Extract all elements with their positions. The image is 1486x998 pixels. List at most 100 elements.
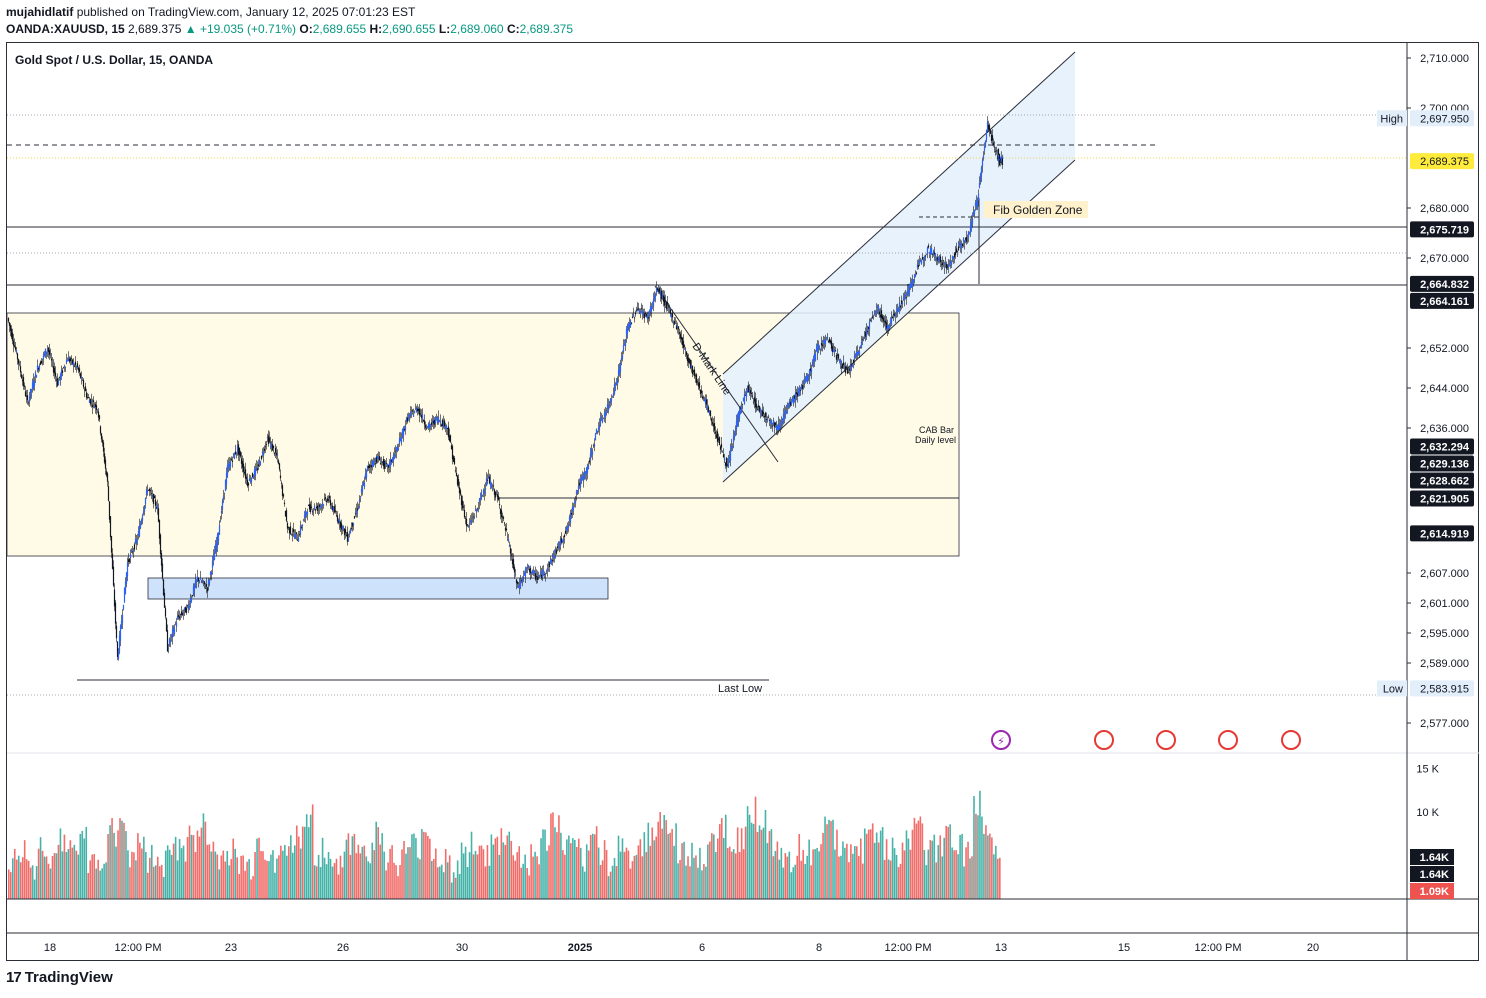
candle-body <box>578 482 581 486</box>
candle-body <box>25 395 28 397</box>
price-axis[interactable]: 2,710.0002,700.0002,680.0002,670.0002,65… <box>1377 53 1474 730</box>
volume-bar <box>166 845 169 899</box>
x-tick-label: 15 <box>1118 942 1130 954</box>
candle-body <box>502 517 505 519</box>
candle-body <box>307 505 310 506</box>
volume-bar <box>532 856 534 899</box>
candle-body <box>551 559 554 562</box>
candle-body <box>265 444 268 445</box>
volume-bar <box>315 866 318 899</box>
candle-body <box>14 346 17 350</box>
volume-bar <box>965 847 967 899</box>
volume-bar <box>168 849 171 899</box>
volume-bar <box>81 830 84 899</box>
us-flag-event-icon[interactable] <box>1218 730 1238 750</box>
volume-bar <box>49 868 52 899</box>
volume-series[interactable] <box>8 790 1001 899</box>
candle-body <box>501 516 504 518</box>
candle-body <box>368 464 371 468</box>
volume-bar <box>19 862 22 899</box>
candle-body <box>814 354 817 361</box>
candle-body <box>80 376 83 378</box>
candle-body <box>921 257 924 260</box>
volume-bar <box>393 862 395 899</box>
candle-body <box>955 248 958 253</box>
candle-body <box>632 314 635 317</box>
candle-body <box>444 426 447 429</box>
candle-body <box>614 383 617 385</box>
volume-bar <box>238 874 240 899</box>
candle-body <box>570 513 573 515</box>
candle-body <box>790 401 793 405</box>
candle-body <box>760 414 763 416</box>
candle-body <box>597 427 600 429</box>
volume-bar <box>522 863 524 899</box>
candle-body <box>954 251 957 256</box>
candle-body <box>731 446 734 449</box>
candle-body <box>484 487 487 490</box>
candle-body <box>887 326 890 330</box>
candle-body <box>646 315 649 320</box>
volume-bar <box>625 847 628 899</box>
volume-bar <box>284 844 286 899</box>
events-row[interactable]: ⚡ <box>991 730 1301 750</box>
candle-body <box>59 374 62 381</box>
volume-bar <box>152 866 155 899</box>
candle-body <box>330 506 333 508</box>
candle-body <box>633 317 636 319</box>
volume-bar <box>13 848 16 899</box>
candle-body <box>306 511 309 515</box>
candle-body <box>404 425 407 431</box>
volume-bar <box>701 870 703 899</box>
candle-body <box>416 408 419 412</box>
candle-body <box>810 368 813 373</box>
candle-body <box>213 552 216 561</box>
candle-body <box>591 451 594 455</box>
volume-bar <box>262 851 264 899</box>
candle-body <box>344 529 347 534</box>
us-flag-event-icon[interactable] <box>1156 730 1176 750</box>
us-flag-event-icon[interactable] <box>1094 730 1114 750</box>
candle-body <box>136 539 139 541</box>
candle-body <box>603 412 606 417</box>
candle-body <box>694 375 697 377</box>
candle-body <box>726 464 729 466</box>
earnings-event-icon[interactable] <box>991 730 1011 750</box>
candle-body <box>868 321 871 330</box>
candle-body <box>176 616 179 619</box>
volume-bar <box>174 836 177 899</box>
candle-body <box>13 345 16 347</box>
candle-body <box>217 533 220 542</box>
candle-body <box>27 402 30 404</box>
daily-level-label: Daily level <box>915 435 956 445</box>
x-tick-label: 26 <box>337 942 349 954</box>
candle-body <box>74 361 77 366</box>
author-name[interactable]: mujahidlatif <box>6 5 74 19</box>
candle-body <box>558 545 561 549</box>
volume-bar <box>123 822 125 899</box>
volume-bar <box>834 849 836 899</box>
symbol-label[interactable]: OANDA:XAUUSD, 15 <box>6 22 125 36</box>
candle-body <box>957 246 960 251</box>
price-series[interactable] <box>7 116 1004 661</box>
candle-body <box>507 539 510 542</box>
candle-body <box>931 254 934 255</box>
candle-body <box>93 406 96 408</box>
volume-bar <box>999 857 1001 899</box>
candle-body <box>324 497 327 499</box>
volume-bar <box>619 851 622 899</box>
candle-body <box>106 473 109 482</box>
candle-body <box>783 411 786 420</box>
volume-bar <box>436 867 439 899</box>
volume-bar <box>401 849 403 899</box>
candle-body <box>20 374 23 379</box>
candle-body <box>852 359 855 363</box>
volume-bar <box>621 838 624 899</box>
tradingview-logo[interactable]: 17 TradingView <box>6 969 113 986</box>
volume-bar <box>854 846 856 899</box>
candle-body <box>120 620 123 629</box>
us-flag-event-icon[interactable] <box>1281 730 1301 750</box>
time-axis[interactable]: 18 12:00 PM 23 26 30 2025 6 8 12:00 PM 13 15 12:00 … <box>44 942 1319 954</box>
candle-body <box>237 444 240 455</box>
